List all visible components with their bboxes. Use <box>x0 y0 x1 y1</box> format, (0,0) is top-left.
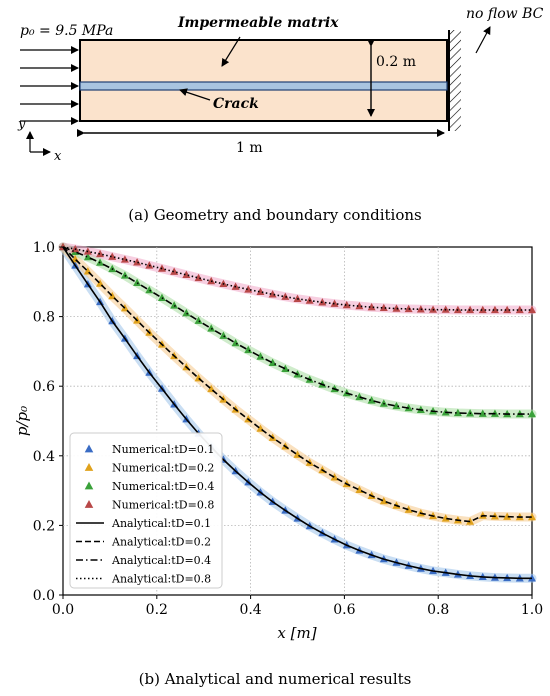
x-tick-label: 0.2 <box>146 602 168 618</box>
numerical-point <box>133 278 142 286</box>
legend-marker <box>84 444 94 453</box>
pressure-label: p₀ = 9.5 MPa <box>20 23 113 39</box>
numerical-point <box>268 290 277 298</box>
numerical-point <box>453 408 462 417</box>
analytical-line <box>62 246 532 311</box>
plot-frame <box>62 246 533 596</box>
coordinate-axes: y x <box>17 117 62 164</box>
numerical-point <box>404 304 413 313</box>
numerical-point <box>207 324 216 332</box>
numerical-point <box>256 287 265 296</box>
numerical-point <box>330 473 339 481</box>
x-axis-label: x [m] <box>277 624 316 642</box>
axis-y-label: y <box>17 117 26 132</box>
numerical-point <box>108 252 117 260</box>
wall-hatch <box>450 30 461 131</box>
matrix-domain <box>79 39 448 122</box>
numerical-point <box>170 301 179 309</box>
legend-label: Analytical:tD=0.8 <box>111 573 211 586</box>
numerical-point <box>478 409 487 417</box>
numerical-point <box>244 345 253 354</box>
numerical-point <box>281 292 290 300</box>
legend-box <box>69 432 223 589</box>
x-tick-label: 1.0 <box>521 602 543 618</box>
numerical-point <box>231 338 240 347</box>
analytical-line <box>62 246 532 523</box>
numerical-point <box>244 285 253 293</box>
numerical-point <box>145 285 154 294</box>
numerical-point <box>367 303 376 311</box>
numerical-point <box>194 316 203 324</box>
numerical-point <box>392 401 401 410</box>
analytical-line <box>62 246 532 580</box>
matrix-pointer <box>221 36 241 67</box>
bc-label: no flow BC <box>466 6 544 22</box>
caption-b: (b) Analytical and numerical results <box>138 670 412 688</box>
inlet-arrows <box>20 46 79 125</box>
crack <box>79 81 448 91</box>
numerical-point <box>219 331 228 339</box>
numerical-point <box>379 303 388 312</box>
series-halo <box>58 242 537 419</box>
caption-a: (a) Geometry and boundary conditions <box>128 206 422 224</box>
y-tick-label: 0.8 <box>33 310 55 326</box>
legend-marker <box>84 500 94 508</box>
y-tick-label: 0.6 <box>33 379 55 395</box>
legend-marker <box>84 463 94 471</box>
legend-label: Numerical:tD=0.1 <box>112 443 214 456</box>
length-label: 1 m <box>236 140 263 156</box>
numerical-point <box>528 409 536 418</box>
numerical-point <box>528 305 536 314</box>
numerical-point <box>120 255 129 263</box>
legend-label: Analytical:tD=0.1 <box>111 517 211 530</box>
crack-label: Crack <box>213 96 259 112</box>
x-tick-label: 0.4 <box>239 602 261 618</box>
axis-ticks: 0.0 0.2 0.4 0.6 0.8 1.0 0.0 0.2 0.4 0.6 0.8 1.0 <box>33 240 543 618</box>
panel-a-geometry: p₀ = 9.5 MPa Impermeable matrix Crack 0.… <box>17 6 544 164</box>
legend-label: Analytical:tD=0.2 <box>111 536 211 549</box>
x-tick-label: 0.0 <box>52 602 74 618</box>
legend-label: Analytical:tD=0.4 <box>111 554 211 567</box>
y-tick-label: 0.2 <box>33 518 55 534</box>
numerical-point <box>503 512 512 520</box>
bc-pointer <box>475 26 491 54</box>
numerical-point <box>441 514 450 522</box>
legend: Numerical:tD=0.1 Numerical:tD=0.2 Numerica… <box>69 432 223 589</box>
crack-pointer <box>179 88 211 101</box>
numerical-point <box>96 249 105 258</box>
analytical-line <box>62 246 532 415</box>
numerical-point <box>330 299 339 307</box>
numerical-point <box>515 305 524 314</box>
legend-label: Numerical:tD=0.8 <box>112 499 214 512</box>
numerical-point <box>108 291 117 300</box>
analytical-lines <box>62 246 532 580</box>
x-tick-label: 0.8 <box>427 602 449 618</box>
y-tick-label: 1.0 <box>33 240 55 256</box>
y-axis-label: p/p₀ <box>13 406 31 436</box>
numerical-point <box>355 301 364 310</box>
numerical-point <box>182 308 191 317</box>
numerical-point <box>157 293 166 301</box>
matrix-label: Impermeable matrix <box>177 15 339 31</box>
numerical-point <box>133 258 142 266</box>
numerical-point <box>281 364 290 372</box>
y-tick-label: 0.0 <box>33 588 55 604</box>
numerical-point <box>478 305 487 314</box>
numerical-point <box>120 271 129 279</box>
numerical-point <box>392 304 401 312</box>
axis-x-label: x <box>54 149 62 164</box>
numerical-point <box>342 300 351 309</box>
pressure-chart: 0.0 0.2 0.4 0.6 0.8 1.0 0.0 0.2 0.4 0.6 0.8 1.0 x [… <box>13 240 543 642</box>
height-label: 0.2 m <box>376 54 416 70</box>
numerical-point <box>528 512 536 521</box>
numerical-point <box>503 305 512 314</box>
numerical-point <box>490 305 499 314</box>
y-tick-label: 0.4 <box>33 449 55 465</box>
legend-label: Numerical:tD=0.2 <box>112 462 214 475</box>
legend-marker <box>84 481 94 490</box>
x-tick-label: 0.6 <box>333 602 355 618</box>
legend-label: Numerical:tD=0.4 <box>112 480 214 493</box>
numerical-point <box>404 505 413 513</box>
